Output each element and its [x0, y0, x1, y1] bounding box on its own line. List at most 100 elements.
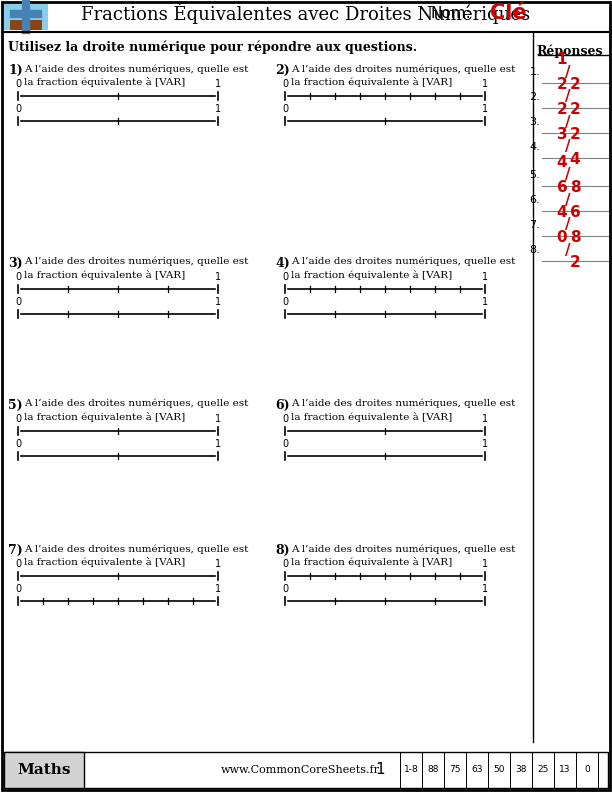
Text: 0: 0: [282, 584, 288, 594]
Text: /: /: [565, 64, 571, 79]
Text: 6: 6: [557, 180, 567, 195]
Text: 25: 25: [537, 766, 549, 775]
Text: 50: 50: [493, 766, 505, 775]
Text: 13: 13: [559, 766, 571, 775]
Text: la fraction équivalente à [VAR]: la fraction équivalente à [VAR]: [291, 412, 452, 422]
Text: 1: 1: [482, 584, 488, 594]
Text: Maths: Maths: [17, 763, 71, 777]
Text: /: /: [565, 139, 571, 154]
Text: la fraction équivalente à [VAR]: la fraction équivalente à [VAR]: [291, 557, 452, 567]
Text: la fraction équivalente à [VAR]: la fraction équivalente à [VAR]: [24, 77, 185, 87]
Text: Nom:: Nom:: [430, 6, 471, 21]
Text: 1: 1: [215, 272, 221, 282]
Text: 1: 1: [215, 414, 221, 424]
Text: 0: 0: [282, 104, 288, 114]
Text: 2: 2: [557, 102, 567, 117]
Text: A l’aide des droites numériques, quelle est: A l’aide des droites numériques, quelle …: [291, 544, 515, 554]
FancyBboxPatch shape: [4, 752, 84, 788]
Text: 63: 63: [471, 766, 483, 775]
Text: /: /: [565, 218, 571, 233]
Text: 8: 8: [570, 180, 580, 195]
Text: 88: 88: [427, 766, 439, 775]
Text: 0: 0: [584, 766, 590, 775]
Text: 0: 0: [282, 414, 288, 424]
Text: la fraction équivalente à [VAR]: la fraction équivalente à [VAR]: [291, 77, 452, 87]
Text: 1: 1: [557, 52, 567, 67]
Text: 0: 0: [15, 414, 21, 424]
FancyBboxPatch shape: [4, 4, 48, 30]
Text: /: /: [565, 167, 571, 182]
Text: 5): 5): [8, 399, 23, 412]
Text: 4: 4: [570, 152, 580, 167]
Text: A l’aide des droites numériques, quelle est: A l’aide des droites numériques, quelle …: [291, 257, 515, 266]
Text: 1: 1: [482, 439, 488, 449]
Text: la fraction équivalente à [VAR]: la fraction équivalente à [VAR]: [24, 557, 185, 567]
Text: /: /: [565, 242, 571, 257]
Text: 0: 0: [15, 439, 21, 449]
Text: 1.: 1.: [529, 67, 540, 77]
Text: 7.: 7.: [529, 220, 540, 230]
Text: 1: 1: [482, 414, 488, 424]
Text: 8): 8): [275, 544, 289, 557]
Text: A l’aide des droites numériques, quelle est: A l’aide des droites numériques, quelle …: [291, 399, 515, 409]
Text: 4: 4: [557, 205, 567, 220]
Text: /: /: [565, 89, 571, 105]
Text: 1: 1: [215, 297, 221, 307]
Text: A l’aide des droites numériques, quelle est: A l’aide des droites numériques, quelle …: [24, 257, 248, 266]
Text: 0: 0: [282, 439, 288, 449]
Text: Utilisez la droite numérique pour répondre aux questions.: Utilisez la droite numérique pour répond…: [8, 40, 417, 54]
Text: /: /: [565, 115, 571, 130]
Text: 2: 2: [570, 127, 580, 142]
Text: 1: 1: [482, 272, 488, 282]
Text: 1: 1: [482, 104, 488, 114]
FancyBboxPatch shape: [4, 752, 608, 788]
Text: 4): 4): [275, 257, 289, 270]
Text: Réponses: Réponses: [537, 44, 603, 58]
Text: 8: 8: [570, 230, 580, 245]
Text: 1: 1: [215, 79, 221, 89]
Text: A l’aide des droites numériques, quelle est: A l’aide des droites numériques, quelle …: [24, 544, 248, 554]
Text: 4: 4: [557, 155, 567, 170]
Text: 4.: 4.: [529, 142, 540, 152]
Text: 3: 3: [557, 127, 567, 142]
Text: 0: 0: [15, 272, 21, 282]
Text: A l’aide des droites numériques, quelle est: A l’aide des droites numériques, quelle …: [24, 399, 248, 409]
Text: A l’aide des droites numériques, quelle est: A l’aide des droites numériques, quelle …: [24, 64, 248, 74]
Text: 2: 2: [570, 102, 580, 117]
Text: 7): 7): [8, 544, 23, 557]
Text: 0: 0: [15, 79, 21, 89]
Text: la fraction équivalente à [VAR]: la fraction équivalente à [VAR]: [291, 270, 452, 280]
Text: 3): 3): [8, 257, 23, 270]
Text: 0: 0: [282, 79, 288, 89]
Text: la fraction équivalente à [VAR]: la fraction équivalente à [VAR]: [24, 412, 185, 422]
Text: 2: 2: [557, 77, 567, 92]
Text: 75: 75: [449, 766, 461, 775]
Text: 1: 1: [215, 439, 221, 449]
Text: 1): 1): [8, 64, 23, 77]
Text: 1: 1: [215, 559, 221, 569]
Text: 0: 0: [282, 272, 288, 282]
Text: A l’aide des droites numériques, quelle est: A l’aide des droites numériques, quelle …: [291, 64, 515, 74]
Text: 2: 2: [570, 255, 580, 270]
Text: 38: 38: [515, 766, 527, 775]
Text: 5.: 5.: [529, 170, 540, 180]
Text: 6): 6): [275, 399, 289, 412]
Text: 2): 2): [275, 64, 289, 77]
Text: 0: 0: [15, 559, 21, 569]
Text: 0: 0: [282, 559, 288, 569]
Text: 0: 0: [15, 104, 21, 114]
Text: 1: 1: [482, 79, 488, 89]
Text: 8.: 8.: [529, 245, 540, 255]
Text: 0: 0: [15, 297, 21, 307]
Text: Clé: Clé: [490, 3, 526, 23]
Text: 2.: 2.: [529, 92, 540, 102]
Text: /: /: [565, 192, 571, 208]
Text: 0: 0: [282, 297, 288, 307]
Text: 2: 2: [570, 77, 580, 92]
Text: 6.: 6.: [529, 195, 540, 205]
FancyBboxPatch shape: [10, 20, 42, 30]
Text: 1: 1: [482, 559, 488, 569]
Text: la fraction équivalente à [VAR]: la fraction équivalente à [VAR]: [24, 270, 185, 280]
Text: www.CommonCoreSheets.fr: www.CommonCoreSheets.fr: [220, 765, 379, 775]
Text: 1: 1: [215, 104, 221, 114]
